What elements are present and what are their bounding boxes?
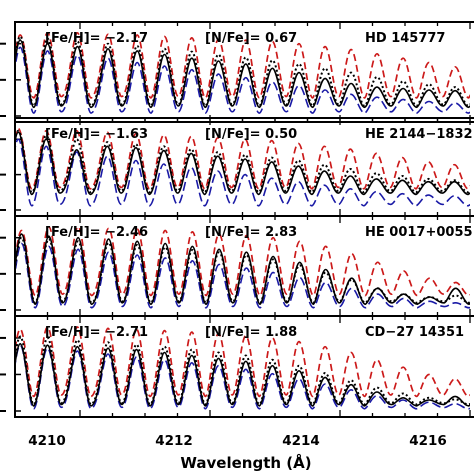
panels-layer: [Fe/H]= −2.17 [N/Fe]= 0.67 HD 145777[Fe/H]… [0, 21, 474, 418]
nfe-label: [N/Fe]= 0.50 [205, 127, 297, 142]
panel-4: [Fe/H]= −2.71 [N/Fe]= 1.88 CD−27 14351 [0, 315, 474, 418]
nfe-label: [N/Fe]= 0.67 [205, 31, 297, 46]
x-tick-label: 4216 [409, 433, 447, 449]
series-line-observed [15, 233, 470, 305]
nfe-label: [N/Fe]= 1.88 [205, 325, 297, 340]
star-name-label: CD−27 14351 [365, 325, 464, 340]
x-tick-label: 4214 [282, 433, 320, 449]
feh-label: [Fe/H]= −2.46 [45, 225, 148, 240]
series-line-model_c [15, 31, 470, 99]
series-line-model_b [15, 138, 470, 207]
series-line-model_b [15, 242, 470, 309]
nfe-label: [N/Fe]= 2.83 [205, 225, 297, 240]
series-line-model_c [15, 326, 470, 398]
star-name-label: HE 2144−1832 [365, 127, 473, 142]
series-line-model_a [15, 129, 470, 194]
x-axis: 4210 4212 4214 4216 Wavelength (Å) [28, 433, 447, 472]
series-line-model_a [15, 335, 470, 406]
series-line-model_b [15, 344, 470, 410]
x-tick-label: 4212 [155, 433, 193, 449]
series-line-observed [15, 39, 470, 109]
panel-1: [Fe/H]= −2.17 [N/Fe]= 0.67 HD 145777 [0, 21, 474, 123]
series-line-observed [15, 131, 470, 196]
panel-frame [14, 315, 474, 418]
feh-label: [Fe/H]= −1.63 [45, 127, 148, 142]
feh-label: [Fe/H]= −2.71 [45, 325, 148, 340]
series-line-model_c [15, 225, 470, 297]
panel-2: [Fe/H]= −1.63 [N/Fe]= 0.50 HE 2144−1832 [0, 117, 474, 217]
series-line-model_c [15, 127, 470, 190]
feh-label: [Fe/H]= −2.17 [45, 31, 148, 46]
x-axis-title: Wavelength (Å) [180, 453, 311, 472]
panel-frame [14, 21, 474, 123]
star-name-label: HD 145777 [365, 31, 445, 46]
series-line-observed [15, 343, 470, 407]
star-name-label: HE 0017+0055 [365, 225, 473, 240]
series-line-model_b [15, 46, 470, 114]
x-tick-label: 4210 [28, 433, 66, 449]
panel-3: [Fe/H]= −2.46 [N/Fe]= 2.83 HE 0017+0055 [0, 215, 474, 317]
